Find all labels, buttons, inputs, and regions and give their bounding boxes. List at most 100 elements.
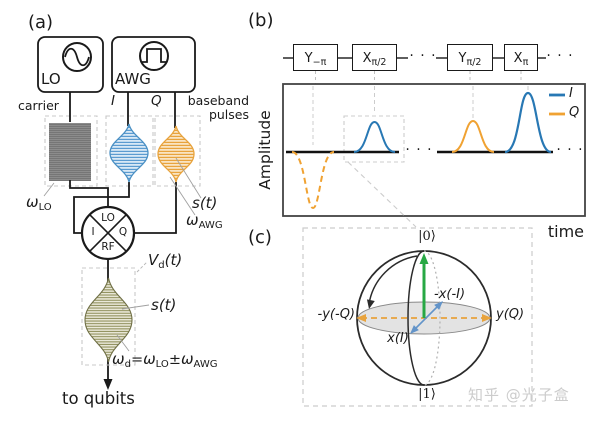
omega-awg-label: ωAWG	[186, 211, 223, 232]
s-t-pointer	[175, 157, 202, 199]
panel-b-tag: (b)	[248, 10, 274, 31]
vd-base: V	[148, 251, 159, 269]
omega-awg-sub: AWG	[193, 359, 218, 370]
square-wave-glyph	[142, 48, 166, 63]
x-axis-label: time	[547, 222, 584, 241]
y-axis-name-label: y(Q)	[496, 307, 525, 322]
gate-box-y-half-pi: Yπ/2	[447, 44, 493, 71]
baseline-ellipsis-1: · · ·	[405, 142, 433, 158]
gate-base: X	[513, 51, 523, 66]
baseband-pulses-label: baseband pulses	[185, 94, 249, 122]
omega-glyph: ω	[180, 350, 194, 368]
panel-a-tag: (a)	[28, 12, 54, 33]
carrier-dashed-box	[44, 115, 98, 187]
x-axis-name-label: x(I)	[387, 331, 409, 346]
omega-lo-label: ωLO	[26, 194, 52, 214]
carrier-label: carrier	[18, 98, 59, 113]
q-pulse-half-pi	[451, 119, 495, 153]
y-axis-arrowhead-left	[356, 314, 366, 322]
gate-sub: π/2	[466, 57, 482, 68]
gate-label: Yπ/2	[459, 47, 482, 68]
i-to-mixer-wire	[73, 182, 130, 234]
sine-wave-glyph	[64, 47, 90, 67]
vd-rest: (t)	[164, 251, 183, 269]
output-dashed-box	[81, 267, 136, 366]
gate-sub: −π	[312, 57, 327, 68]
output-arrowhead	[103, 379, 113, 390]
legend-i-label: I	[569, 86, 573, 101]
gate-base: Y	[458, 51, 467, 66]
rotation-arrowhead	[366, 299, 375, 309]
awg-box-label: AWG	[115, 70, 151, 88]
omega-glyph: ω	[143, 350, 156, 368]
x-axis-line	[412, 303, 441, 332]
gate-sub: π/2	[371, 57, 387, 68]
equals-sign: =	[130, 352, 144, 368]
bloch-dashed-box	[302, 227, 533, 407]
s-t-out-label: s(t)	[151, 296, 177, 314]
meridian-front	[407, 250, 425, 386]
legend-q-label: Q	[569, 105, 580, 120]
i-baseband-pulse	[109, 123, 149, 183]
gate-label: Xπ	[514, 47, 529, 68]
gate-box-x-half-pi: Xπ/2	[352, 44, 397, 71]
pulse-zoom-box	[343, 115, 405, 163]
x-axis-arrowhead-back	[434, 301, 443, 310]
gate-gridline-stubs	[315, 71, 522, 84]
rf-modulated-pulse	[84, 277, 133, 363]
vd-sub: d	[158, 260, 165, 271]
q-pulse-neg-pi	[291, 151, 335, 210]
gate-base: X	[362, 51, 372, 66]
gate-sub: π	[522, 57, 529, 68]
y-axis-arrowhead-right	[482, 314, 492, 322]
baseband-line1: baseband	[187, 93, 249, 108]
omega-d-sub: d	[124, 359, 131, 370]
meridian-back	[423, 250, 441, 386]
vd-label: Vd(t)	[148, 251, 183, 272]
s-t-out-pointer	[121, 304, 150, 310]
gate-box-x-pi: Xπ	[504, 44, 538, 71]
sequence-ellipsis-1: · · ·	[409, 48, 437, 64]
q-to-mixer-wire	[134, 182, 177, 234]
carrier-to-mixer-wire	[69, 180, 109, 207]
lo-box-label: LO	[41, 70, 61, 88]
to-qubits-label: to qubits	[62, 389, 135, 408]
neg-y-axis-label: -y(-Q)	[317, 307, 355, 322]
i-channel-label: I	[111, 93, 115, 109]
baseline-ellipsis-2: · · ·	[556, 142, 584, 158]
i-pulse-pi	[504, 91, 552, 154]
omega-d-equation: ωd=ωLO±ωAWG	[112, 350, 218, 371]
watermark: 知乎 @光子盒	[468, 386, 570, 404]
ket-0-label: |0⟩	[418, 229, 436, 244]
rotation-arc	[368, 255, 418, 305]
plus-minus-sign: ±	[168, 352, 181, 368]
omega-lo-sub: LO	[155, 359, 169, 370]
i-pulse-half-pi	[353, 120, 396, 153]
omega-lo-pointer	[43, 182, 55, 197]
q-pulse-dashed-box	[154, 115, 201, 187]
y-axis-label: Amplitude	[256, 110, 274, 190]
vd-pointer	[136, 261, 148, 273]
carrier-waveform	[49, 123, 91, 181]
baseband-line2: pulses	[208, 107, 249, 122]
gate-label: Xπ/2	[363, 47, 387, 68]
plot-gridlines	[312, 86, 529, 145]
square-pulse-icon	[139, 41, 169, 71]
ket-1-label: |1⟩	[418, 387, 436, 402]
state-vector-arrowhead	[419, 253, 429, 264]
zoom-connector-line	[347, 161, 417, 228]
omega-d-pointer	[116, 334, 130, 352]
neg-x-axis-label: -x(-I)	[434, 287, 466, 302]
mixer-port-i: I	[91, 226, 95, 238]
q-baseband-pulse	[157, 125, 195, 183]
q-channel-label: Q	[151, 93, 162, 109]
omega-glyph: ω	[186, 211, 199, 229]
omega-lo-sub: LO	[38, 202, 52, 213]
omega-glyph: ω	[112, 350, 125, 368]
omega-awg-pointer	[169, 176, 196, 216]
x-axis-arrowhead-front	[410, 325, 419, 334]
mixer-port-lo: LO	[101, 212, 115, 224]
gate-label: Y−π	[305, 47, 327, 68]
